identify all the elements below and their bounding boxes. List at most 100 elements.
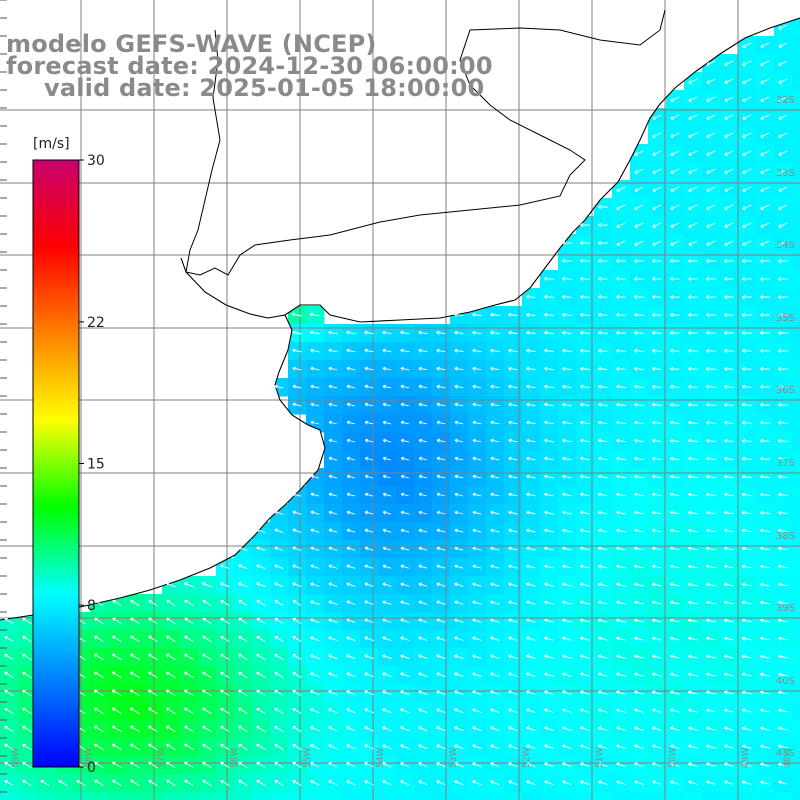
wind-arrow	[705, 654, 716, 659]
wind-arrow	[741, 492, 752, 497]
wind-arrow	[741, 402, 752, 407]
wind-cell	[180, 792, 199, 800]
wind-arrow	[472, 492, 482, 497]
wind-arrow	[274, 707, 284, 714]
lat-label: 36S	[776, 385, 795, 396]
wind-arrow	[130, 635, 140, 643]
wind-arrow	[472, 600, 482, 605]
wind-arrow	[400, 456, 410, 461]
wind-arrow	[508, 438, 518, 443]
wind-arrow	[724, 96, 734, 102]
wind-arrow	[526, 582, 536, 587]
wind-arrow	[579, 582, 590, 587]
colorbar-tick-label: 15	[87, 457, 105, 473]
wind-arrow	[670, 258, 680, 263]
wind-cell	[468, 792, 487, 800]
wind-arrow	[202, 635, 212, 643]
wind-arrow	[634, 168, 644, 174]
wind-arrow	[562, 330, 572, 335]
wind-arrow	[129, 707, 140, 715]
wind-arrow	[580, 744, 590, 750]
wind-arrow	[202, 779, 212, 787]
wind-arrow	[759, 636, 770, 641]
wind-arrow	[346, 330, 356, 335]
wind-arrow	[616, 690, 626, 695]
wind-arrow	[166, 653, 176, 661]
wind-arrow	[562, 510, 572, 515]
wind-arrow	[778, 114, 788, 120]
wind-arrow	[760, 78, 770, 84]
wind-arrow	[400, 654, 410, 660]
wind-arrow	[759, 546, 770, 551]
wind-arrow	[454, 564, 464, 569]
wind-arrow	[544, 420, 554, 425]
wind-arrow	[310, 528, 320, 533]
wind-arrow	[580, 510, 590, 515]
wind-arrow	[4, 725, 14, 733]
wind-arrow	[760, 132, 770, 138]
wind-arrow	[346, 654, 356, 660]
wind-arrow	[544, 546, 554, 551]
wind-arrow	[472, 474, 482, 479]
wind-arrow	[454, 402, 464, 407]
wind-arrow	[778, 582, 788, 587]
wind-arrow	[778, 402, 788, 407]
wind-arrow	[778, 78, 788, 84]
wind-arrow	[580, 474, 590, 479]
wind-arrow	[669, 420, 680, 425]
lon-label: 57W	[157, 748, 167, 768]
wind-arrow	[742, 474, 752, 479]
wind-arrow	[454, 528, 464, 533]
wind-arrow	[274, 689, 284, 696]
wind-arrow	[292, 761, 302, 768]
wind-arrow	[616, 204, 626, 210]
wind-arrow	[724, 186, 734, 192]
wind-arrow	[723, 528, 734, 533]
wind-arrow	[723, 294, 734, 299]
wind-arrow	[580, 276, 590, 281]
wind-arrow	[346, 492, 356, 497]
wind-arrow	[777, 546, 788, 551]
wind-arrow	[688, 762, 698, 767]
wind-arrow	[652, 240, 662, 246]
wind-arrow	[310, 600, 320, 606]
wind-arrow	[616, 330, 626, 335]
wind-arrow	[778, 24, 788, 30]
wind-arrow	[256, 653, 266, 660]
wind-arrow	[778, 42, 788, 48]
wind-arrow	[706, 294, 716, 299]
wind-arrow	[687, 582, 698, 587]
wind-arrow	[742, 438, 752, 443]
wind-arrow	[328, 546, 338, 551]
wind-arrow	[166, 635, 176, 643]
wind-arrow	[382, 384, 392, 389]
wind-arrow	[544, 672, 554, 677]
wind-arrow	[633, 690, 644, 695]
wind-arrow	[742, 330, 752, 335]
wind-arrow	[166, 671, 176, 679]
title-model: modelo GEFS-WAVE (NCEP)	[6, 30, 377, 58]
wind-arrow	[616, 258, 626, 263]
wind-arrow	[562, 474, 572, 479]
wind-arrow	[760, 168, 770, 174]
wind-arrow	[310, 636, 320, 642]
wind-arrow	[328, 672, 338, 678]
wind-arrow	[364, 690, 374, 696]
wind-arrow	[706, 402, 716, 407]
wind-arrow	[112, 653, 122, 661]
wind-arrow	[778, 762, 788, 767]
wind-arrow	[202, 761, 212, 769]
wind-arrow	[436, 546, 446, 551]
wind-arrow	[544, 510, 554, 515]
wind-arrow	[472, 708, 482, 714]
wind-arrow	[508, 456, 518, 461]
wind-arrow	[382, 762, 392, 768]
wind-arrow	[688, 132, 698, 138]
wind-cell	[792, 648, 800, 667]
wind-arrow	[526, 348, 536, 353]
wind-arrow	[508, 636, 518, 641]
wind-arrow	[760, 474, 770, 479]
wind-arrow	[526, 366, 536, 371]
wind-arrow	[436, 564, 446, 569]
wind-cell	[792, 36, 800, 55]
